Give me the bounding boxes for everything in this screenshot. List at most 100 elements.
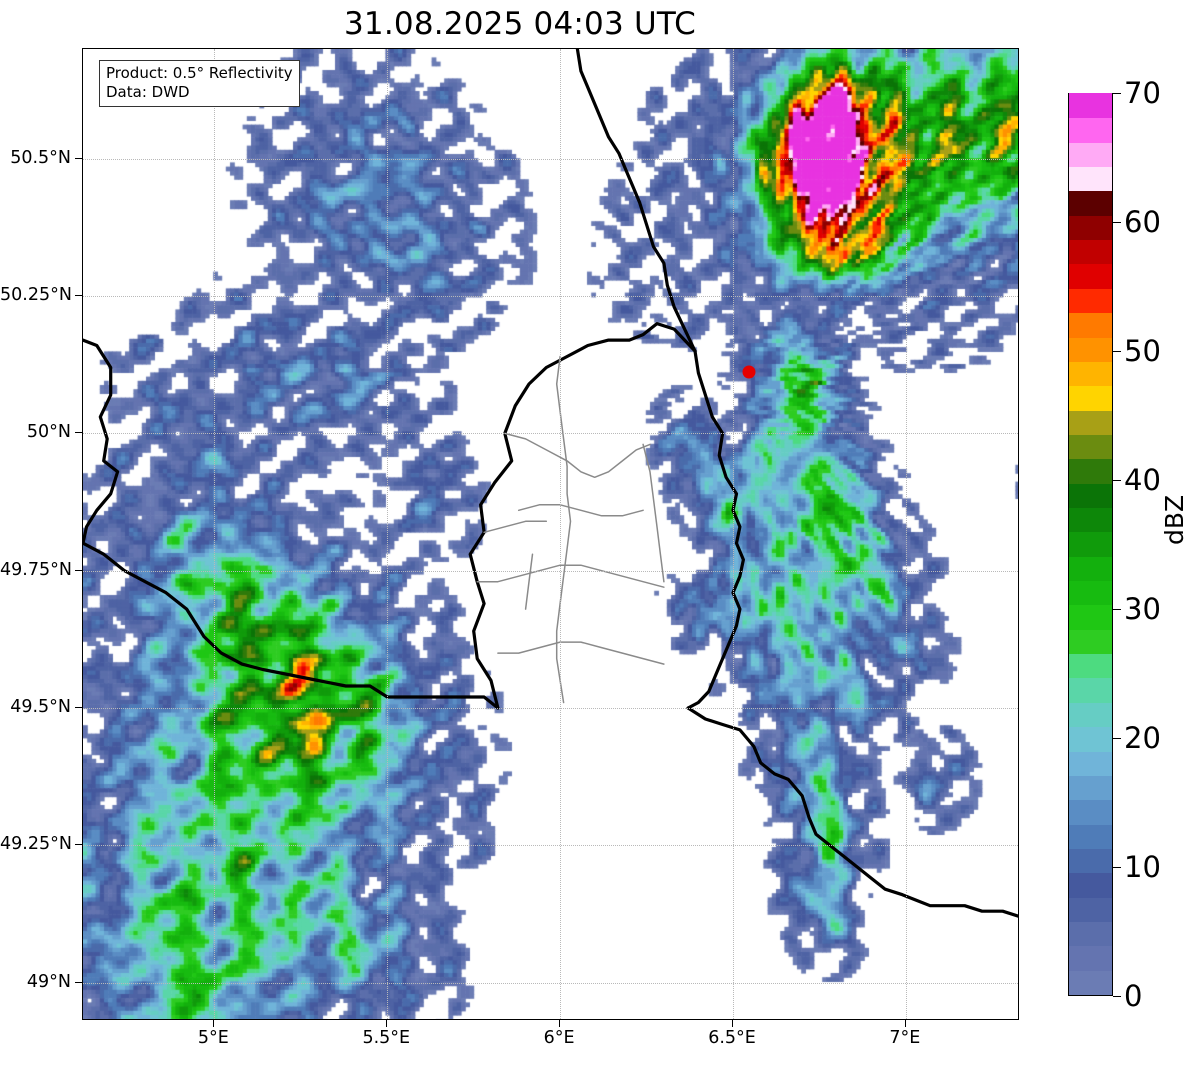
colorbar-band: [1069, 117, 1112, 143]
colorbar-band: [1069, 750, 1112, 776]
colorbar-band: [1069, 653, 1112, 679]
colorbar-tick-label: 70: [1124, 76, 1161, 110]
subregion-border: [476, 564, 665, 588]
x-tick-mark: [732, 1020, 734, 1027]
map-borders-layer: [83, 49, 1018, 918]
colorbar-band: [1069, 482, 1112, 508]
y-tick-label: 49.5°N: [10, 696, 71, 717]
subregion-border: [483, 520, 548, 534]
x-tick-label: 5°E: [197, 1028, 229, 1048]
x-tick-mark: [559, 1020, 561, 1027]
x-tick-label: 5.5°E: [362, 1028, 411, 1048]
y-tick-mark: [75, 295, 82, 297]
gridline-horizontal: [83, 982, 1018, 984]
colorbar-tick-label: 50: [1124, 334, 1161, 368]
colorbar-tick-mark: [1113, 480, 1121, 481]
x-tick-label: 6.5°E: [708, 1028, 756, 1048]
radar-reflectivity-layer: [83, 49, 1018, 1019]
colorbar-band: [1069, 385, 1112, 411]
data-source-line: Data: DWD: [106, 83, 190, 102]
colorbar-band: [1069, 920, 1112, 947]
subregion-border: [504, 432, 651, 479]
gridline-vertical: [387, 49, 389, 1019]
colorbar-tick-mark: [1113, 609, 1121, 610]
colorbar-band: [1069, 336, 1112, 362]
gridline-vertical: [905, 49, 907, 1019]
national-border-germany-france: [686, 706, 1018, 918]
colorbar-band: [1069, 726, 1112, 752]
colorbar-band: [1069, 701, 1112, 728]
colorbar-band: [1069, 847, 1112, 874]
colorbar-band: [1069, 141, 1112, 168]
colorbar-band: [1069, 969, 1112, 995]
gridline-horizontal: [83, 296, 1018, 298]
subregion-border: [497, 641, 665, 665]
x-tick-label: 7°E: [889, 1028, 921, 1048]
colorbar-band: [1069, 458, 1112, 484]
gridline-horizontal: [83, 845, 1018, 847]
colorbar-band: [1069, 287, 1112, 314]
colorbar-tick-mark: [1113, 93, 1121, 94]
colorbar-band: [1069, 774, 1112, 801]
colorbar-band: [1069, 872, 1112, 898]
gridline-horizontal: [83, 570, 1018, 572]
colorbar-tick-mark: [1113, 996, 1121, 997]
national-border-belgium-france: [83, 541, 500, 710]
subregion-border: [555, 355, 572, 704]
gridline-horizontal: [83, 158, 1018, 160]
colorbar-band: [1069, 433, 1112, 460]
figure-title: 31.08.2025 04:03 UTC: [344, 6, 696, 42]
y-tick-label: 49.75°N: [0, 559, 72, 580]
y-tick-mark: [75, 706, 82, 708]
map-plot-area[interactable]: Product: 0.5° Reflectivity Data: DWD: [82, 48, 1019, 1020]
gridline-vertical: [560, 49, 562, 1019]
colorbar-band: [1069, 165, 1112, 192]
national-border-west: [83, 338, 120, 545]
subregion-border: [642, 443, 665, 583]
product-line: Product: 0.5° Reflectivity: [106, 64, 293, 82]
subregion-border: [517, 504, 644, 517]
x-tick-mark: [386, 1020, 388, 1027]
x-tick-mark: [904, 1020, 906, 1027]
colorbar-band: [1069, 579, 1112, 606]
colorbar-band: [1069, 628, 1112, 655]
y-tick-label: 49.25°N: [0, 834, 72, 855]
colorbar-tick-label: 40: [1124, 463, 1161, 497]
colorbar-tick-mark: [1113, 738, 1121, 739]
gridline-vertical: [214, 49, 216, 1019]
colorbar-tick-label: 30: [1124, 592, 1161, 626]
y-tick-mark: [75, 981, 82, 983]
colorbar-band: [1069, 506, 1112, 533]
colorbar-title: dBZ: [1160, 494, 1189, 545]
colorbar-tick-label: 10: [1124, 850, 1161, 884]
colorbar-tick-mark: [1113, 222, 1121, 223]
y-tick-label: 50.25°N: [0, 285, 72, 306]
colorbar-tick-label: 60: [1124, 205, 1161, 239]
colorbar-band: [1069, 263, 1112, 289]
product-info-box: Product: 0.5° Reflectivity Data: DWD: [99, 60, 300, 108]
gridline-vertical: [733, 49, 735, 1019]
colorbar-band: [1069, 409, 1112, 435]
colorbar-band: [1069, 360, 1112, 387]
gridline-horizontal: [83, 433, 1018, 435]
y-tick-mark: [75, 432, 82, 434]
colorbar-band: [1069, 945, 1112, 971]
colorbar-band: [1069, 823, 1112, 849]
colorbar-band: [1069, 190, 1112, 216]
y-tick-mark: [75, 844, 82, 846]
colorbar-band: [1069, 214, 1112, 241]
y-tick-label: 50.5°N: [10, 147, 71, 168]
colorbar-band: [1069, 92, 1112, 119]
colorbar-tick-label: 20: [1124, 721, 1161, 755]
colorbar-band: [1069, 896, 1112, 922]
colorbar-band: [1069, 239, 1112, 265]
national-border-luxembourg-east: [686, 349, 746, 710]
x-tick-mark: [213, 1020, 215, 1027]
radar-site-marker: [742, 365, 756, 379]
colorbar-band: [1069, 799, 1112, 825]
y-tick-label: 49°N: [26, 971, 71, 992]
colorbar-band: [1069, 677, 1112, 703]
colorbar-band: [1069, 555, 1112, 582]
colorbar[interactable]: [1068, 92, 1113, 996]
